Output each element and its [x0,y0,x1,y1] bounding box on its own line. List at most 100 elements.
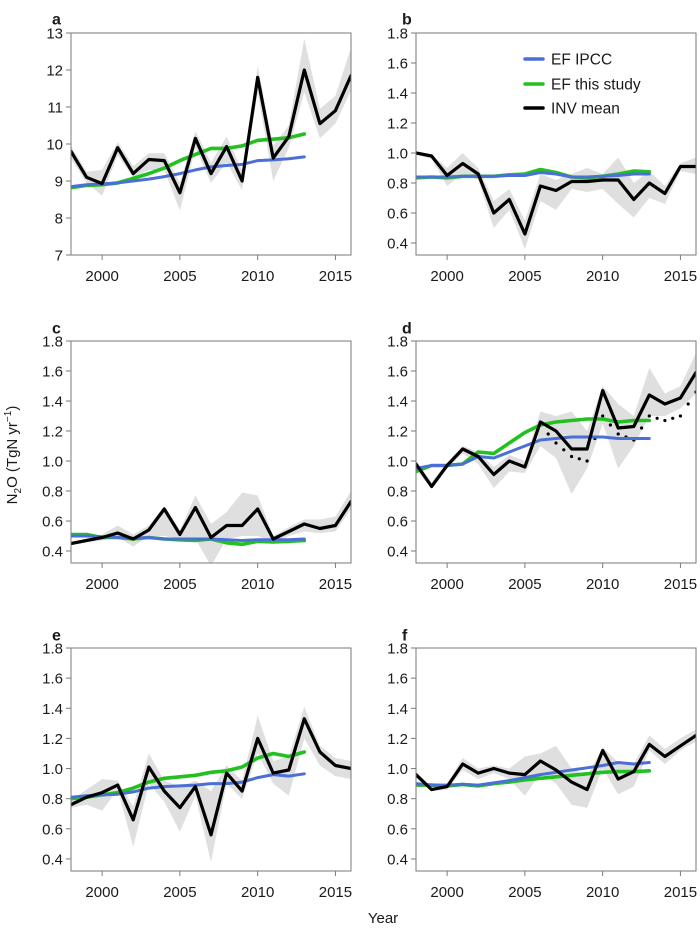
legend: EF IPCC EF this study INV mean [523,52,641,118]
x-tick-label: 2000 [85,884,118,901]
y-tick-label: 1.2 [42,731,63,748]
plot-area [71,706,351,862]
dotted-point [663,418,667,423]
y-tick-label: 1.0 [42,761,63,778]
y-tick-label: 1.2 [387,424,408,441]
y-tick-label: 1.6 [387,56,408,73]
y-tick-label: 1.6 [42,671,63,688]
x-tick-label: 2000 [430,268,463,285]
y-tick-label: 0.8 [42,484,63,501]
inv-mean-line [71,717,351,837]
y-axis-title-subscript: 2 [13,487,24,493]
dotted-point [671,416,675,420]
panel-label: f [402,627,408,644]
y-tick-label: 0.6 [42,514,63,531]
y-tick-label: 1.0 [387,761,408,778]
x-tick-label: 2005 [508,576,541,593]
y-tick-label: 10 [46,137,63,154]
x-tick-label: 2010 [241,268,274,285]
legend-item-study: EF this study [523,77,641,94]
panel-label: a [52,11,61,28]
x-tick-label: 2015 [664,268,697,285]
dotted-point [608,423,613,427]
y-tick-label: 1.4 [387,394,408,411]
dotted-point [616,432,620,436]
dotted-point [655,416,659,420]
y-tick-label: 1.4 [387,86,408,103]
dotted-point [554,441,558,445]
dotted-point [686,402,690,406]
y-tick-label: 8 [55,211,63,228]
y-tick-label: 0.8 [387,791,408,808]
plot-area [71,38,351,211]
y-tick-label: 1.0 [387,454,408,471]
ef-ipcc-line [71,534,306,542]
dotted-point [640,426,644,430]
y-tick-label: 1.8 [387,641,408,658]
panel-b: b 0.4 0.6 0.8 1.0 1.2 1.4 1.6 1.8 2000 2005 2010 201… [387,11,697,285]
legend-label: EF IPCC [551,52,612,69]
dotted-point [678,414,683,418]
panel-label: b [402,11,412,28]
inv-mean-line [416,370,696,489]
y-tick-label: 0.4 [42,544,63,561]
x-tick-label: 2015 [664,576,697,593]
y-tick-label: 0.8 [42,791,63,808]
panel-label: d [402,320,412,337]
legend-item-inv: INV mean [523,101,620,118]
y-tick-label: 0.8 [387,176,408,193]
y-tick-label: 1.2 [42,424,63,441]
dotted-point [585,459,589,463]
axes-frame [70,340,352,564]
x-tick-label: 2005 [508,268,541,285]
x-tick-label: 2015 [319,268,352,285]
x-tick-label: 2010 [241,884,274,901]
x-tick-label: 2010 [241,576,274,593]
y-axis-title-rest: O (TgN yr [4,422,21,488]
panels-container: a 7 8 9 10 11 12 13 2000 2005 2010 2015 b 0.4 0.6 0.8 1.… [42,11,697,901]
y-tick-label: 0.4 [387,851,408,868]
y-tick-label: 1.6 [387,364,408,381]
y-tick-label: 1.2 [387,731,408,748]
y-tick-label: 1.8 [42,334,63,351]
panel-label: e [52,627,61,644]
axes-frame [415,340,697,564]
dotted-point [577,457,581,461]
inv-range-band [71,491,351,563]
ef-ipcc-line [71,772,306,799]
x-tick-label: 2015 [664,884,697,901]
x-tick-label: 2010 [586,576,619,593]
y-tick-label: 0.6 [42,821,63,838]
panel-e: e 0.4 0.6 0.8 1.0 1.2 1.4 1.6 1.8 2000 2005 2010 201… [42,627,352,901]
inv-mean-line [416,733,696,792]
x-tick-label: 2000 [85,576,118,593]
dotted-point [546,432,550,436]
y-tick-label: 0.4 [387,236,408,253]
y-tick-label: 7 [55,248,63,265]
panel-a: a 7 8 9 10 11 12 13 2000 2005 2010 2015 [46,11,352,285]
axes-frame [70,647,352,872]
legend-label: INV mean [551,101,620,118]
y-tick-label: 11 [47,100,63,117]
y-tick-label: 1.2 [387,116,408,133]
y-tick-label: 1.0 [387,146,408,163]
y-tick-label: 0.4 [387,544,408,561]
y-tick-label: 0.4 [42,851,63,868]
x-tick-label: 2005 [508,884,541,901]
y-tick-label: 0.6 [387,821,408,838]
x-axis-title: Year [368,910,398,927]
dotted-point [562,448,566,452]
panel-f: f 0.4 0.6 0.8 1.0 1.2 1.4 1.6 1.8 2000 2005 2010 201… [387,627,697,901]
plot-area [71,491,351,563]
y-tick-label: 1.4 [387,701,408,718]
plot-area [416,151,696,249]
y-tick-label: 1.8 [42,641,63,658]
x-tick-label: 2005 [163,576,196,593]
ef-ipcc-line [71,155,306,189]
x-tick-label: 2005 [163,268,196,285]
y-tick-label: 1.4 [42,394,63,411]
inv-mean-line [71,68,351,195]
y-tick-label: 0.6 [387,514,408,531]
panel-c: c 0.4 0.6 0.8 1.0 1.2 1.4 1.6 1.8 2000 2005 2010 201… [42,320,352,593]
